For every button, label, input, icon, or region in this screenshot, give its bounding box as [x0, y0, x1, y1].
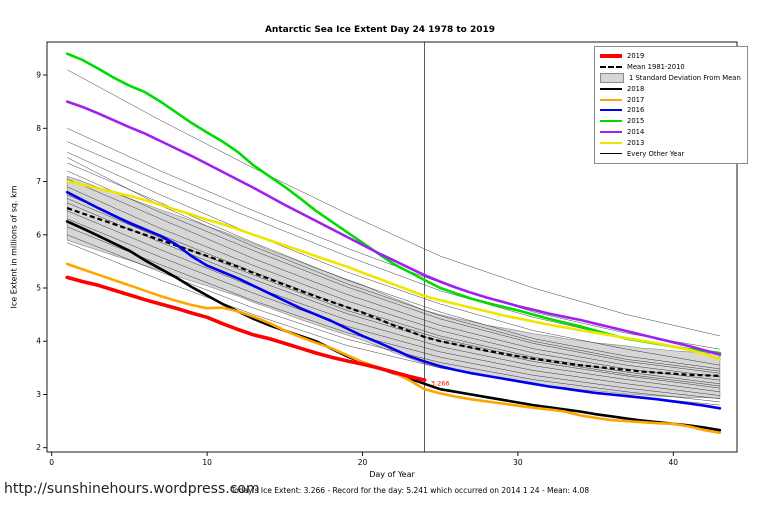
- series-line-2014: [65, 100, 722, 356]
- y-tick-label: 3: [36, 390, 41, 399]
- background-year-line: [67, 69, 720, 337]
- legend-swatch-8: [600, 141, 622, 144]
- x-axis-label: Day of Year: [369, 470, 415, 479]
- background-year-line: [67, 186, 720, 381]
- legend-swatch-1: [600, 66, 622, 69]
- x-tick-label: 0: [49, 458, 54, 467]
- x-tick-label: 20: [358, 458, 368, 467]
- today-extent-annotation: 3.266: [431, 379, 450, 387]
- background-year-line: [67, 157, 720, 372]
- legend-item-2014: 2014: [600, 127, 741, 138]
- background-year-line: [67, 170, 720, 374]
- std-dev-band: [66, 175, 721, 399]
- legend-swatch-4: [600, 98, 622, 101]
- blog-url-link[interactable]: http://sunshinehours.wordpress.com: [4, 481, 260, 497]
- background-year-line: [67, 210, 720, 393]
- legend-label: 2019: [627, 52, 645, 61]
- plot-border: [46, 41, 738, 453]
- legend-item-2016: 2016: [600, 105, 741, 116]
- y-tick-label: 9: [36, 71, 41, 80]
- legend-label: 2015: [627, 117, 645, 126]
- legend-swatch-9: [600, 153, 622, 155]
- y-tick-label: 8: [36, 124, 41, 133]
- legend-swatch-3: [600, 87, 622, 90]
- x-tick-label: 10: [202, 458, 212, 467]
- legend-swatch-0: [600, 54, 622, 59]
- stats-caption: Today's Ice Extent: 3.266 - Record for t…: [230, 486, 590, 495]
- y-tick-label: 4: [36, 337, 41, 346]
- legend-label: 2018: [627, 84, 645, 93]
- y-tick-label: 5: [36, 284, 41, 293]
- legend-item-stddev: 1 Standard Deviation From Mean: [600, 72, 741, 84]
- legend-item-2015: 2015: [600, 116, 741, 127]
- legend-swatch-6: [600, 120, 622, 123]
- y-tick-label: 6: [36, 230, 41, 239]
- series-line-2016: [65, 190, 722, 410]
- series-line-2019: [65, 275, 427, 382]
- background-year-line: [67, 218, 720, 396]
- legend-item-2017: 2017: [600, 94, 741, 105]
- legend-label: 2014: [627, 127, 645, 136]
- legend-swatch-7: [600, 130, 622, 133]
- legend-label: 2013: [627, 138, 645, 147]
- background-year-line: [67, 178, 720, 378]
- x-tick-label: 40: [669, 458, 679, 467]
- legend: 2019 Mean 1981-2010 1 Standard Deviation…: [594, 46, 748, 164]
- background-year-line: [67, 194, 720, 385]
- legend-item-2019: 2019: [600, 51, 741, 62]
- y-tick-label: 7: [36, 177, 41, 186]
- legend-item-2013: 2013: [600, 137, 741, 148]
- legend-swatch-5: [600, 109, 622, 112]
- y-tick-label: 2: [36, 443, 41, 452]
- background-year-line: [67, 226, 720, 400]
- background-year-line: [67, 151, 720, 366]
- legend-item-2018: 2018: [600, 83, 741, 94]
- legend-label: Mean 1981-2010: [627, 63, 685, 72]
- background-year-line: [67, 202, 720, 389]
- y-axis-label: Ice Extent in millions of sq. km: [9, 185, 19, 309]
- legend-label: 1 Standard Deviation From Mean: [629, 73, 741, 82]
- legend-item-mean: Mean 1981-2010: [600, 62, 741, 73]
- legend-item-every-other-year: Every Other Year: [600, 148, 741, 159]
- legend-label: 2017: [627, 95, 645, 104]
- legend-swatch-2: [600, 72, 624, 83]
- legend-label: Every Other Year: [627, 149, 685, 158]
- legend-label: 2016: [627, 106, 645, 115]
- chart-title: Antarctic Sea Ice Extent Day 24 1978 to …: [264, 25, 496, 35]
- series-line-2013: [65, 180, 722, 361]
- x-tick-label: 30: [513, 458, 523, 467]
